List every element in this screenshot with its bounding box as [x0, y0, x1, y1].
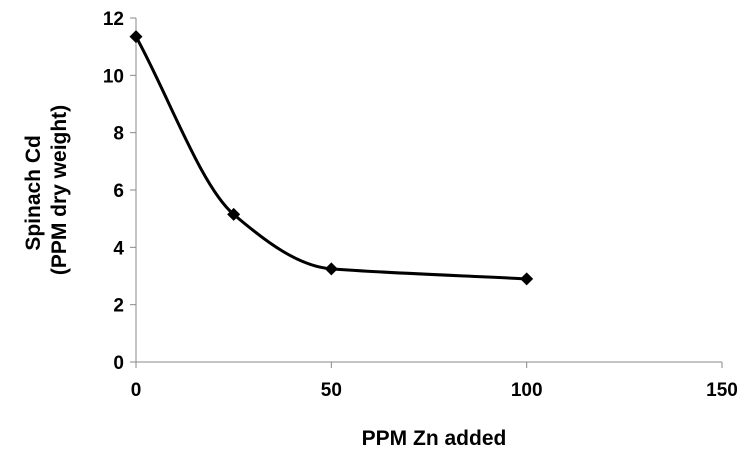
y-axis-ticks: [130, 17, 136, 363]
series-line: [134, 35, 529, 281]
x-tick-label: 0: [131, 380, 142, 401]
x-axis-tick-labels: 0 50 100 150: [131, 380, 738, 401]
data-point: [324, 262, 338, 276]
x-tick-label: 100: [511, 380, 543, 401]
y-axis-title-line-1: Spinach Cd: [22, 135, 45, 251]
y-tick-label: 10: [103, 66, 124, 87]
y-tick-label: 6: [113, 181, 124, 202]
y-tick-label: 2: [113, 296, 124, 317]
data-point: [227, 207, 241, 221]
x-tick-label: 50: [321, 380, 342, 401]
y-axis-title-line-2: (PPM dry weight): [48, 105, 71, 275]
x-axis-title: PPM Zn added: [362, 427, 507, 450]
data-point: [520, 272, 534, 286]
y-axis-title: Spinach Cd (PPM dry weight): [22, 105, 71, 275]
x-axis-ticks: [135, 362, 723, 368]
y-axis-tick-labels: 0 2 4 6 8 10 12: [103, 9, 125, 374]
series-layer: [129, 30, 534, 286]
y-tick-label: 12: [103, 9, 124, 30]
y-tick-label: 8: [113, 124, 124, 145]
x-tick-label: 150: [706, 380, 738, 401]
y-tick-label: 0: [113, 353, 124, 374]
y-tick-label: 4: [113, 238, 124, 259]
data-point: [129, 30, 143, 44]
